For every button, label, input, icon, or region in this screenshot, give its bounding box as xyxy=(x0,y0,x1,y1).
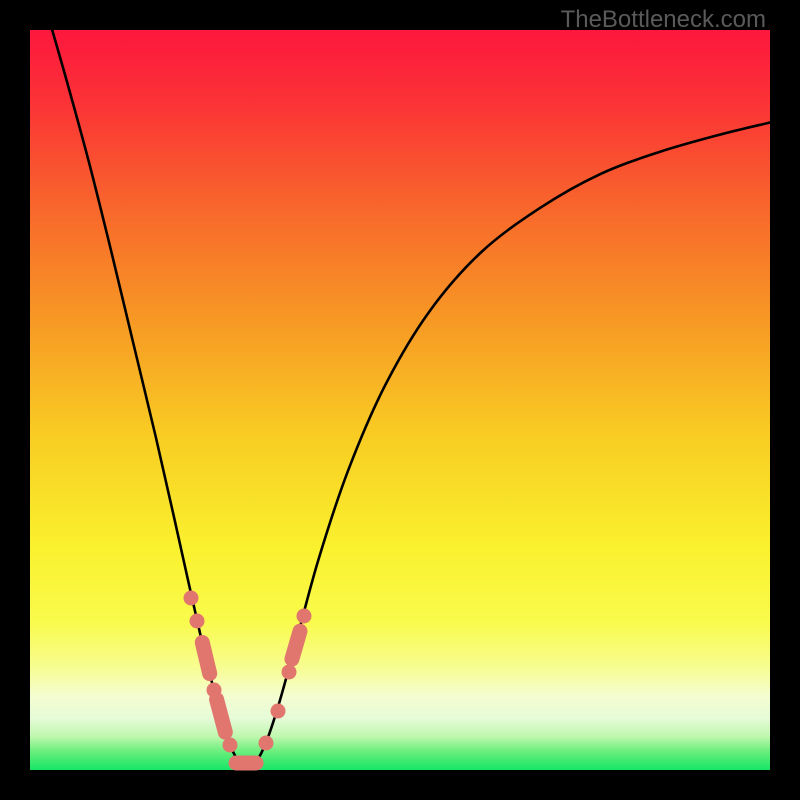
data-marker-pill xyxy=(228,755,263,770)
bottleneck-curve xyxy=(30,30,770,770)
data-marker-dot xyxy=(270,703,285,718)
curve-left-branch xyxy=(52,30,247,768)
data-marker-dot xyxy=(184,591,199,606)
data-marker-dot xyxy=(282,665,297,680)
data-marker-dot xyxy=(296,609,311,624)
data-marker-dot xyxy=(259,736,274,751)
plot-area xyxy=(30,30,770,770)
watermark-text: TheBottleneck.com xyxy=(561,6,766,34)
chart-canvas: TheBottleneck.com xyxy=(0,0,800,800)
data-marker-dot xyxy=(189,614,204,629)
curve-right-branch xyxy=(247,123,770,768)
